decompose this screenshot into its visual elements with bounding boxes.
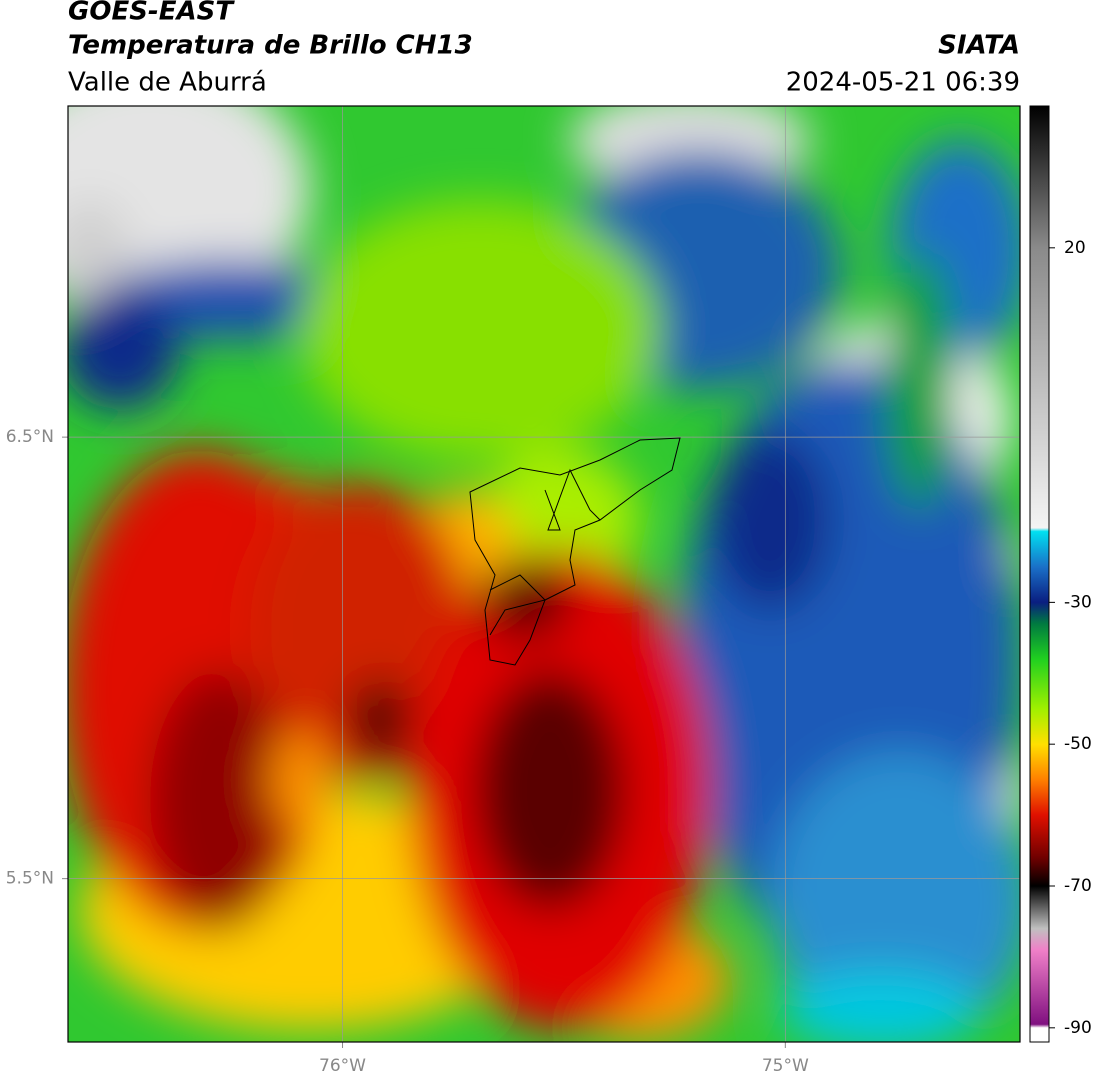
x-tick-label: 76°W bbox=[319, 1056, 366, 1076]
field-blob bbox=[475, 670, 625, 910]
field-blob bbox=[480, 450, 640, 590]
field-blob bbox=[710, 430, 830, 610]
field-blob bbox=[480, 560, 570, 640]
field-blob bbox=[780, 970, 980, 1042]
field-blob bbox=[270, 730, 330, 830]
field-blob bbox=[68, 290, 180, 410]
title: GOES-EAST bbox=[68, 0, 235, 27]
region: Valle de Aburrá bbox=[68, 68, 267, 98]
municipality-borders bbox=[489, 574, 546, 636]
subtitle: Temperatura de Brillo CH13 bbox=[68, 31, 473, 61]
datetime: 2024-05-21 06:39 bbox=[786, 68, 1020, 98]
field-blob bbox=[885, 250, 955, 510]
y-tick-label: 6.5°N bbox=[6, 427, 54, 447]
field-blobs bbox=[68, 106, 1020, 1042]
colorbar-tick-label: 20 bbox=[1064, 238, 1086, 258]
grid bbox=[62, 106, 1020, 1048]
field-blob bbox=[770, 750, 1020, 1042]
colorbar-tick-label: -30 bbox=[1064, 592, 1092, 612]
x-tick-label: 75°W bbox=[762, 1056, 809, 1076]
source: SIATA bbox=[938, 31, 1020, 61]
field-blob bbox=[350, 680, 410, 760]
field-blob bbox=[250, 480, 470, 780]
temperature-field bbox=[68, 106, 1020, 1042]
map-frame bbox=[67, 105, 1021, 1043]
colorbar-tick-label: -70 bbox=[1064, 876, 1092, 896]
colorbar bbox=[1029, 105, 1050, 1043]
colorbar-tick-label: -90 bbox=[1064, 1018, 1092, 1038]
municipality-borders bbox=[544, 468, 601, 531]
y-tick-label: 5.5°N bbox=[6, 869, 54, 889]
field-blob bbox=[300, 200, 660, 460]
field-blob bbox=[150, 670, 290, 930]
colorbar-tick-label: -50 bbox=[1064, 734, 1092, 754]
valley-outline bbox=[469, 437, 681, 666]
